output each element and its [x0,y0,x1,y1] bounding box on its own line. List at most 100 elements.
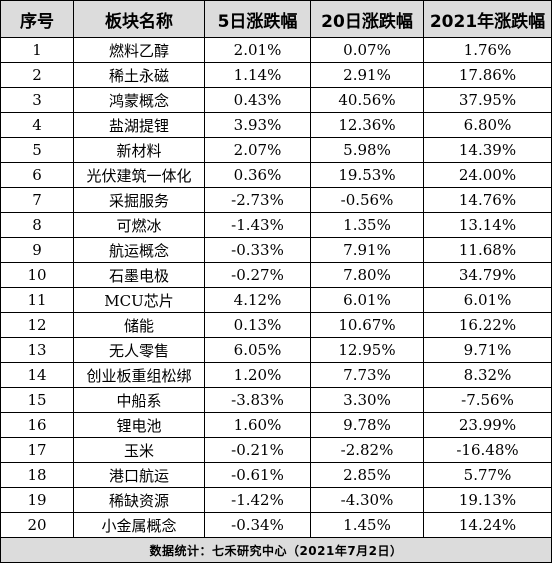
data-source-note: 数据统计：七禾研究中心（2021年7月2日） [0,537,552,563]
cell-2021-change: 23.99% [423,412,552,438]
table-row: 19 稀缺资源 -1.42% -4.30% 19.13% [0,487,552,513]
cell-5day-change: 2.07% [204,137,311,163]
cell-sector-name: 航运概念 [73,237,205,263]
cell-sector-name: 可燃冰 [73,212,205,238]
cell-2021-change: 14.76% [423,187,552,213]
header-2021-change: 2021年涨跌幅 [423,0,552,38]
cell-index: 15 [0,387,74,413]
cell-20day-change: 12.36% [310,112,424,138]
cell-2021-change: 16.22% [423,312,552,338]
cell-index: 14 [0,362,74,388]
table-row: 15 中船系 -3.83% 3.30% -7.56% [0,387,552,413]
cell-20day-change: 6.01% [310,287,424,313]
cell-index: 11 [0,287,74,313]
cell-5day-change: 3.93% [204,112,311,138]
cell-2021-change: 19.13% [423,487,552,513]
table-row: 17 玉米 -0.21% -2.82% -16.48% [0,437,552,463]
cell-sector-name: 燃料乙醇 [73,37,205,63]
cell-index: 17 [0,437,74,463]
cell-5day-change: -0.61% [204,462,311,488]
cell-2021-change: 14.24% [423,512,552,538]
cell-sector-name: 玉米 [73,437,205,463]
cell-2021-change: 13.14% [423,212,552,238]
cell-sector-name: 光伏建筑一体化 [73,162,205,188]
cell-sector-name: 创业板重组松绑 [73,362,205,388]
cell-20day-change: 19.53% [310,162,424,188]
cell-sector-name: 鸿蒙概念 [73,87,205,113]
table-row: 4 盐湖提锂 3.93% 12.36% 6.80% [0,112,552,138]
cell-20day-change: 5.98% [310,137,424,163]
cell-index: 16 [0,412,74,438]
table-row: 9 航运概念 -0.33% 7.91% 11.68% [0,237,552,263]
cell-sector-name: 港口航运 [73,462,205,488]
cell-index: 7 [0,187,74,213]
cell-5day-change: 4.12% [204,287,311,313]
cell-index: 5 [0,137,74,163]
cell-5day-change: -1.43% [204,212,311,238]
table-row: 10 石墨电极 -0.27% 7.80% 34.79% [0,262,552,288]
cell-20day-change: 1.35% [310,212,424,238]
cell-index: 1 [0,37,74,63]
table-row: 3 鸿蒙概念 0.43% 40.56% 37.95% [0,87,552,113]
cell-sector-name: 储能 [73,312,205,338]
cell-2021-change: -7.56% [423,387,552,413]
header-index: 序号 [0,0,74,38]
header-sector-name: 板块名称 [73,0,205,38]
cell-index: 3 [0,87,74,113]
cell-5day-change: 1.14% [204,62,311,88]
cell-2021-change: 1.76% [423,37,552,63]
cell-5day-change: 0.13% [204,312,311,338]
cell-5day-change: 6.05% [204,337,311,363]
cell-5day-change: -1.42% [204,487,311,513]
cell-sector-name: 无人零售 [73,337,205,363]
cell-index: 9 [0,237,74,263]
table-row: 2 稀土永磁 1.14% 2.91% 17.86% [0,62,552,88]
cell-20day-change: 40.56% [310,87,424,113]
header-5day-change: 5日涨跌幅 [204,0,311,38]
cell-sector-name: 盐湖提锂 [73,112,205,138]
cell-20day-change: 10.67% [310,312,424,338]
table-footer: 数据统计：七禾研究中心（2021年7月2日） [0,537,552,563]
cell-2021-change: 5.77% [423,462,552,488]
table-row: 5 新材料 2.07% 5.98% 14.39% [0,137,552,163]
cell-2021-change: -16.48% [423,437,552,463]
cell-index: 2 [0,62,74,88]
header-row: 序号 板块名称 5日涨跌幅 20日涨跌幅 2021年涨跌幅 [0,0,552,38]
cell-index: 8 [0,212,74,238]
cell-2021-change: 6.01% [423,287,552,313]
cell-20day-change: 9.78% [310,412,424,438]
cell-index: 10 [0,262,74,288]
cell-index: 20 [0,512,74,538]
cell-5day-change: 1.60% [204,412,311,438]
table-row: 1 燃料乙醇 2.01% 0.07% 1.76% [0,37,552,63]
cell-index: 4 [0,112,74,138]
header-20day-change: 20日涨跌幅 [310,0,424,38]
cell-20day-change: -2.82% [310,437,424,463]
cell-index: 13 [0,337,74,363]
cell-2021-change: 6.80% [423,112,552,138]
cell-sector-name: 中船系 [73,387,205,413]
cell-5day-change: -0.33% [204,237,311,263]
cell-2021-change: 37.95% [423,87,552,113]
cell-2021-change: 9.71% [423,337,552,363]
cell-index: 18 [0,462,74,488]
cell-index: 19 [0,487,74,513]
cell-index: 6 [0,162,74,188]
cell-20day-change: 3.30% [310,387,424,413]
table-row: 12 储能 0.13% 10.67% 16.22% [0,312,552,338]
cell-2021-change: 34.79% [423,262,552,288]
table-body: 1 燃料乙醇 2.01% 0.07% 1.76% 2 稀土永磁 1.14% 2.91% 17.86… [0,37,552,538]
cell-20day-change: 12.95% [310,337,424,363]
cell-20day-change: -4.30% [310,487,424,513]
cell-5day-change: 2.01% [204,37,311,63]
cell-20day-change: 7.80% [310,262,424,288]
cell-20day-change: 7.73% [310,362,424,388]
cell-sector-name: MCU芯片 [73,287,205,313]
cell-5day-change: 1.20% [204,362,311,388]
cell-2021-change: 14.39% [423,137,552,163]
cell-sector-name: 石墨电极 [73,262,205,288]
cell-5day-change: 0.36% [204,162,311,188]
cell-2021-change: 8.32% [423,362,552,388]
cell-20day-change: 7.91% [310,237,424,263]
